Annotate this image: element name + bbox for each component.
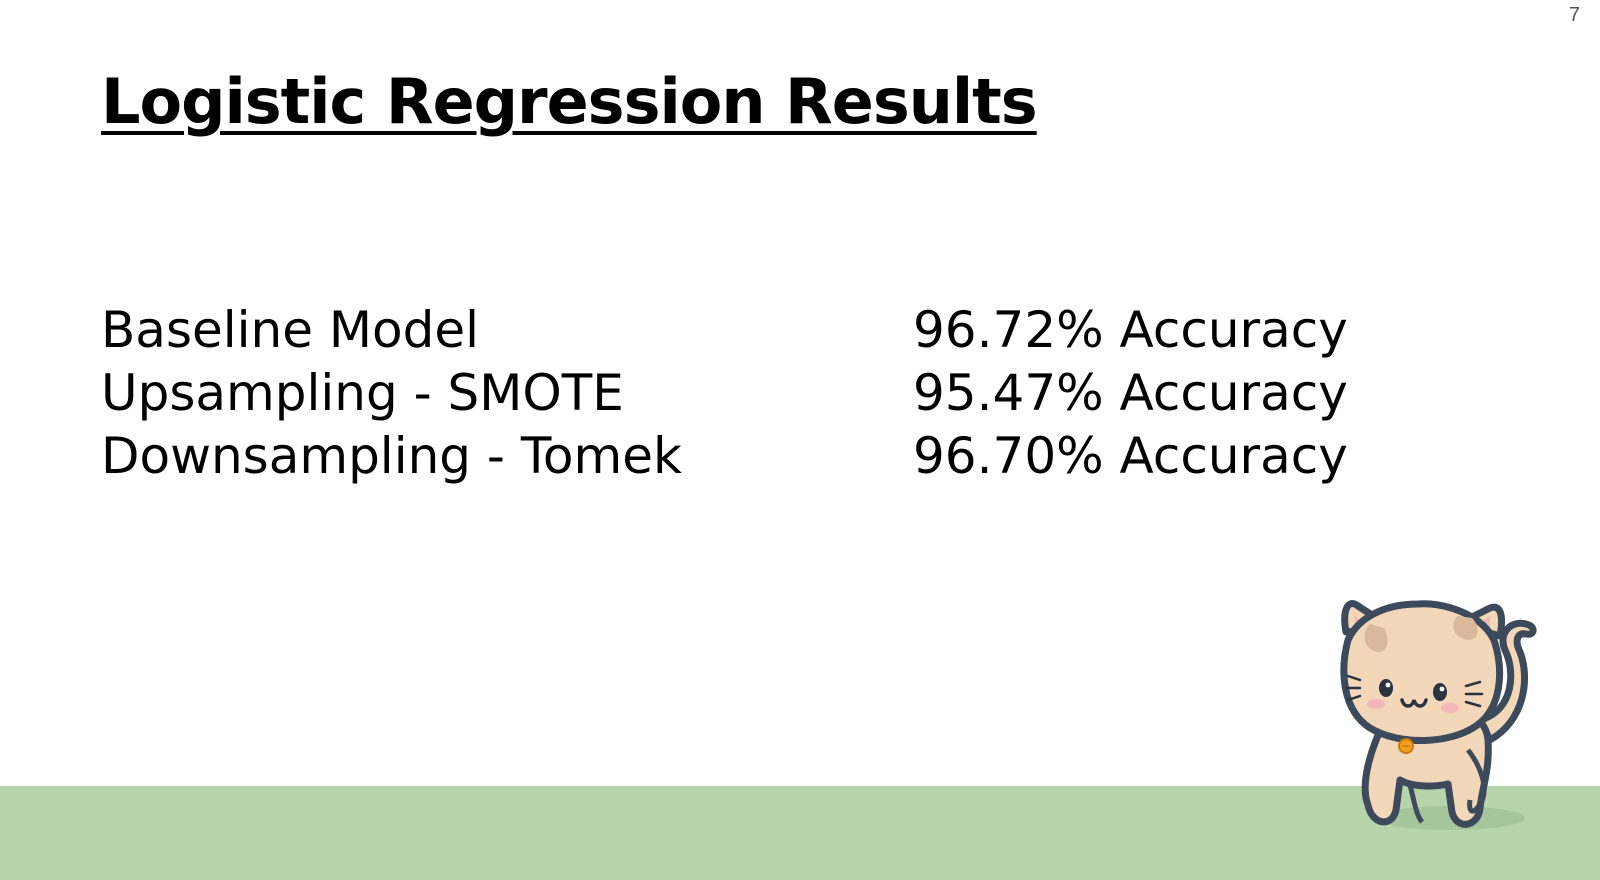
cat-icon (1330, 600, 1560, 860)
slide-title: Logistic Regression Results (101, 68, 1037, 136)
method-label: Baseline Model (101, 301, 913, 359)
accuracy-value: 95.47% Accuracy (913, 364, 1348, 422)
result-row: Upsampling - SMOTE 95.47% Accuracy (101, 361, 1401, 424)
page-number: 7 (1569, 4, 1580, 27)
method-label: Upsampling - SMOTE (101, 364, 913, 422)
result-row: Baseline Model 96.72% Accuracy (101, 298, 1401, 361)
accuracy-value: 96.70% Accuracy (913, 427, 1348, 485)
method-label: Downsampling - Tomek (101, 427, 913, 485)
accuracy-value: 96.72% Accuracy (913, 301, 1348, 359)
result-row: Downsampling - Tomek 96.70% Accuracy (101, 424, 1401, 487)
results-list: Baseline Model 96.72% Accuracy Upsamplin… (101, 298, 1401, 487)
